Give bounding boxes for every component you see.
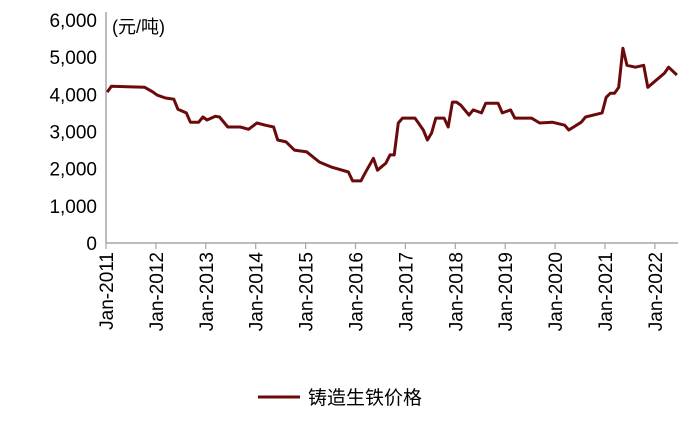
y-tick-label: 5,000 xyxy=(49,48,97,69)
series-line xyxy=(105,46,678,183)
y-tick-label: 4,000 xyxy=(49,85,97,106)
x-tick-label: Jan-2017 xyxy=(396,252,417,331)
x-tick-label: Jan-2021 xyxy=(596,252,617,331)
y-tick-label: 1,000 xyxy=(49,197,97,218)
x-tick-label: Jan-2013 xyxy=(197,252,218,331)
x-tick-label: Jan-2018 xyxy=(446,252,467,331)
y-tick-label: 3,000 xyxy=(49,123,97,144)
legend-label: 铸造生铁价格 xyxy=(308,387,422,409)
x-tick-label: Jan-2011 xyxy=(97,252,118,330)
x-tick-label: Jan-2012 xyxy=(147,252,168,331)
x-tick-label: Jan-2015 xyxy=(297,252,318,331)
x-tick-label: Jan-2014 xyxy=(247,252,268,332)
x-tick-label: Jan-2022 xyxy=(646,252,667,331)
y-tick-label: 0 xyxy=(86,234,97,255)
x-tick-label: Jan-2020 xyxy=(546,252,567,331)
y-tick-label: 6,000 xyxy=(49,11,97,32)
x-tick-label: Jan-2019 xyxy=(496,252,517,331)
legend: 铸造生铁价格 xyxy=(258,387,422,409)
y-unit-label: (元/吨) xyxy=(112,17,165,37)
y-tick-label: 2,000 xyxy=(49,160,97,181)
x-tick-label: Jan-2016 xyxy=(347,252,368,331)
